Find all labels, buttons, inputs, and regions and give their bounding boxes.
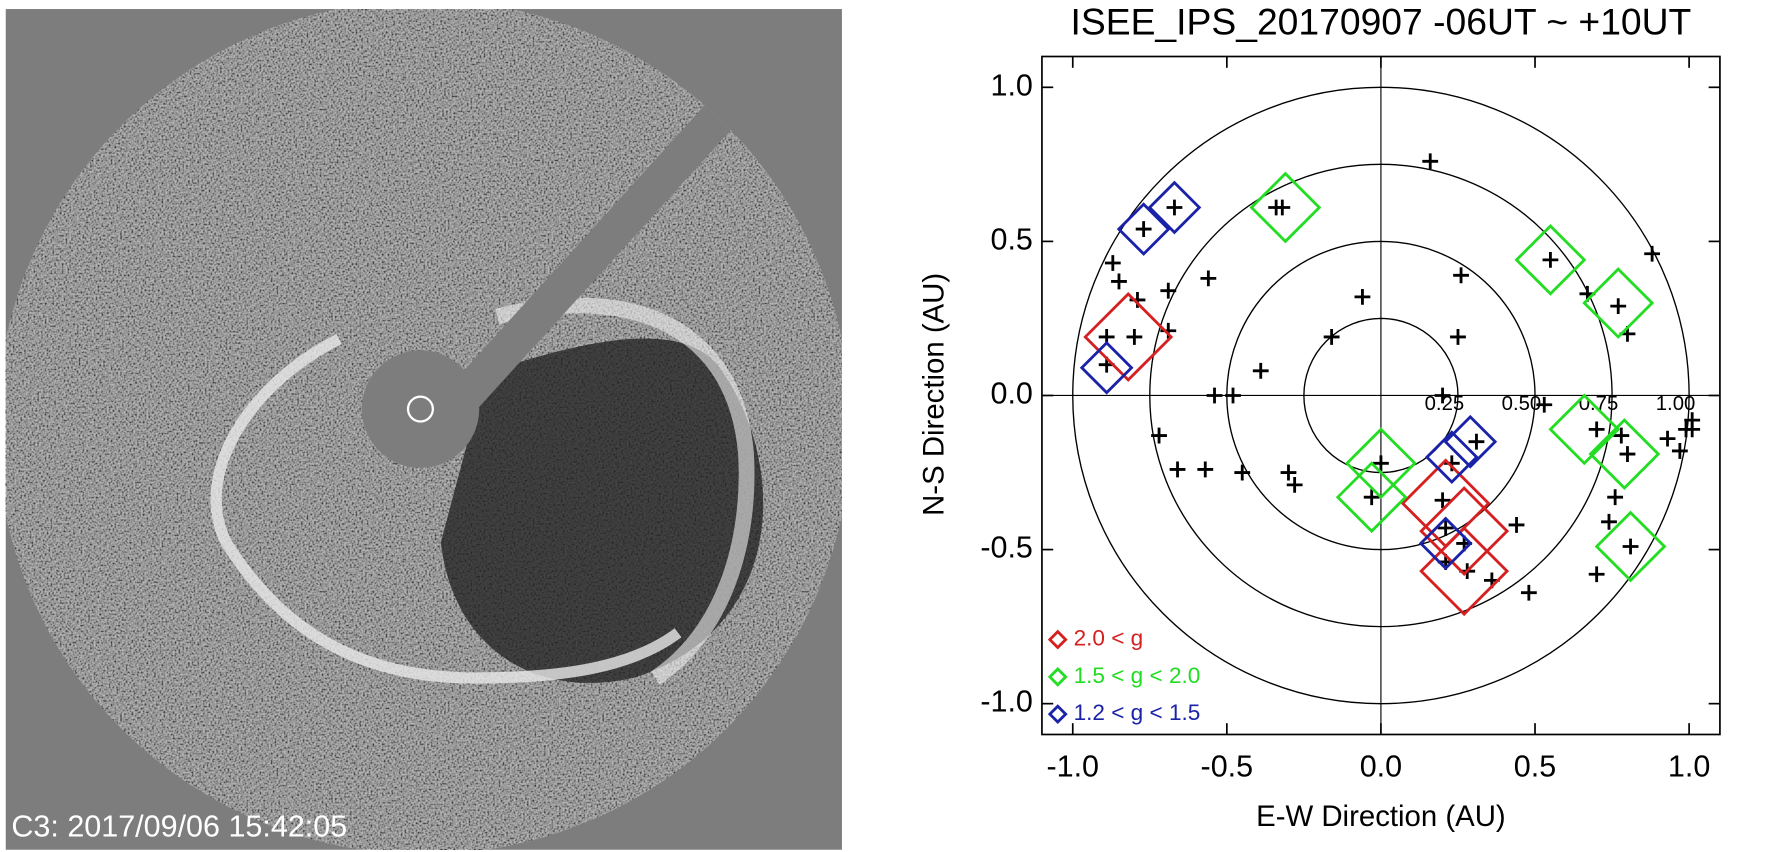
- plus-point: [1453, 267, 1469, 284]
- plus-point: [1169, 461, 1186, 478]
- distance-ring: [1149, 163, 1613, 628]
- legend-marker: [1047, 666, 1068, 687]
- plus-point: [1166, 199, 1183, 216]
- plus-point: [1622, 538, 1639, 555]
- legend-label: 2.0 < g: [1074, 626, 1144, 651]
- plus-point: [1129, 292, 1146, 308]
- plus-point: [1286, 476, 1303, 493]
- plus-point: [1434, 492, 1451, 509]
- plus-point: [1434, 387, 1451, 404]
- plus-point: [1684, 421, 1701, 438]
- ring-label: 1.00: [1656, 393, 1696, 415]
- pylon: [446, 84, 752, 419]
- x-tick-label: -0.5: [1201, 749, 1254, 783]
- diamond-marker: [1514, 223, 1587, 296]
- plus-point: [1588, 421, 1605, 438]
- plus-point: [1160, 282, 1177, 299]
- plus-point: [1520, 584, 1537, 601]
- plus-point: [1197, 461, 1214, 478]
- diamond-marker: [1548, 393, 1621, 466]
- legend-marker: [1047, 629, 1068, 650]
- y-tick-label: 0.0: [990, 377, 1032, 411]
- plus-point: [1126, 329, 1143, 345]
- plus-point: [1323, 329, 1340, 345]
- plus-point: [1671, 443, 1688, 459]
- plus-point: [1443, 455, 1460, 472]
- plus-point: [1588, 566, 1605, 583]
- plus-point: [1613, 427, 1630, 444]
- plus-point: [1268, 199, 1285, 216]
- plus-point: [1508, 517, 1525, 533]
- plus-point: [1536, 396, 1553, 413]
- diamond-marker: [1116, 202, 1171, 256]
- plus-point: [1206, 387, 1223, 404]
- plus-point: [1659, 430, 1676, 447]
- coronagraph-image: C3: 2017/09/06 15:42:05: [5, 9, 842, 850]
- plus-point: [1252, 362, 1269, 379]
- x-tick-label: -1.0: [1046, 749, 1099, 783]
- plus-point: [1601, 513, 1617, 530]
- plus-point: [1450, 329, 1466, 345]
- chart-title: ISEE_IPS_20170907 -06UT ~ +10UT: [1071, 1, 1692, 43]
- plus-point: [1607, 489, 1624, 506]
- diamond-marker: [1335, 461, 1408, 534]
- plus-point: [1610, 298, 1627, 315]
- diamond-marker: [1418, 516, 1473, 571]
- plus-point: [1422, 153, 1439, 170]
- cme-front: [210, 333, 682, 684]
- diamond-marker: [1443, 414, 1498, 469]
- legend-marker: [1047, 704, 1068, 725]
- y-tick-label: -1.0: [980, 685, 1033, 719]
- x-tick-label: 0.5: [1514, 749, 1556, 783]
- sun-outline: [406, 395, 435, 423]
- plus-point: [1354, 288, 1371, 305]
- chart: ISEE_IPS_20170907 -06UT ~ +10UT E-W Dire…: [917, 1, 1721, 833]
- diamond-marker: [1079, 340, 1134, 395]
- diamond-marker: [1419, 486, 1510, 577]
- plus-point: [1644, 245, 1661, 262]
- plus-point: [1437, 520, 1454, 536]
- plus-point: [1468, 433, 1485, 450]
- diamond-marker: [1083, 292, 1174, 382]
- plus-point: [1151, 427, 1167, 444]
- plus-point: [1373, 455, 1389, 472]
- occulter: [361, 350, 480, 468]
- plus-point: [1135, 221, 1152, 237]
- x-axis-label: E-W Direction (AU): [1256, 800, 1506, 833]
- diamond-marker: [1594, 510, 1667, 583]
- diamond-marker: [1424, 430, 1479, 484]
- diamond-marker: [1147, 180, 1202, 235]
- cme-core: [440, 338, 764, 683]
- diamond-marker: [1345, 427, 1417, 500]
- ring-label: 0.50: [1502, 393, 1542, 415]
- y-tick-label: 0.5: [990, 222, 1032, 256]
- plus-point: [1363, 489, 1380, 506]
- image-caption: C3: 2017/09/06 15:42:05: [11, 809, 347, 843]
- plus-point: [1200, 270, 1217, 287]
- plus-point: [1542, 251, 1559, 268]
- plus-point: [1160, 322, 1177, 339]
- distance-ring: [1072, 86, 1690, 705]
- legend-label: 1.5 < g < 2.0: [1074, 663, 1201, 688]
- plus-point: [1280, 464, 1297, 481]
- plus-point: [1619, 446, 1636, 462]
- legend-label: 1.2 < g < 1.5: [1074, 700, 1201, 725]
- plus-point: [1225, 387, 1241, 404]
- diamond-marker: [1249, 171, 1322, 244]
- x-tick-label: 0.0: [1360, 749, 1402, 783]
- plus-point: [1111, 273, 1127, 290]
- y-tick-label: -0.5: [980, 531, 1033, 565]
- diamond-marker: [1582, 267, 1655, 339]
- ring-label: 0.25: [1425, 393, 1465, 415]
- y-tick-label: 1.0: [990, 68, 1032, 102]
- diamond-marker: [1588, 418, 1661, 490]
- plus-point: [1234, 464, 1251, 481]
- plus-point: [1104, 255, 1121, 271]
- x-tick-label: 1.0: [1668, 749, 1710, 783]
- y-axis-label: N-S Direction (AU): [917, 273, 950, 516]
